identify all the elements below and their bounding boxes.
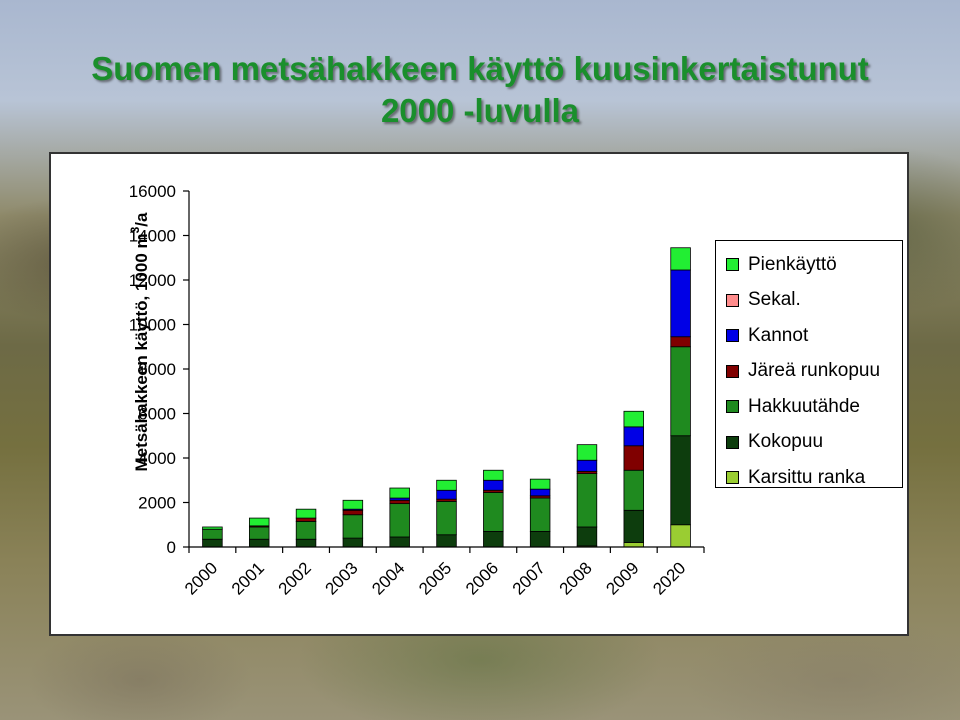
title-line-1: Suomen metsähakkeen käyttö kuusinkertais… xyxy=(91,50,869,87)
x-tick-label: 2001 xyxy=(228,558,268,598)
y-axis-title-suffix: /a xyxy=(132,212,151,227)
legend-item: Kannot xyxy=(726,318,902,354)
bar-segment-pienkäyttö-2007 xyxy=(529,478,551,490)
title-line-2: 2000 -luvulla xyxy=(380,92,580,129)
bar-segment-kokopuu-2009 xyxy=(623,509,645,543)
bar-segment-kokopuu-2004 xyxy=(389,536,410,548)
bar-segment-pienkäyttö-2005 xyxy=(436,479,457,491)
x-tick-label: 2008 xyxy=(556,558,596,598)
bar-segment-pienkäyttö-2009 xyxy=(623,410,645,428)
legend-swatch xyxy=(726,471,739,485)
bar-segment-pienkäyttö-2008 xyxy=(576,444,598,461)
legend-swatch xyxy=(726,293,739,307)
legend-swatch xyxy=(726,258,739,272)
legend-label: Pienkäyttö xyxy=(748,253,837,275)
y-tick-label: 14000 xyxy=(129,227,176,246)
bar-segment-hakkuutähde-2002 xyxy=(295,521,317,540)
y-axis-title-main: Metsähakkeen käyttö, 1000 m xyxy=(132,233,151,471)
bar-segment-hakkuutähde-2008 xyxy=(576,473,598,528)
x-tick-label: 2020 xyxy=(649,558,689,598)
legend-item: Pienkäyttö xyxy=(726,247,902,283)
y-tick-label: 2000 xyxy=(138,494,176,513)
x-tick-label: 2000 xyxy=(181,558,221,598)
bar-segment-järeä-runkopuu-2002 xyxy=(295,517,317,522)
legend-item: Järeä runkopuu xyxy=(726,354,902,390)
bar-segment-hakkuutähde-2000 xyxy=(202,528,223,540)
y-axis-title: Metsähakkeen käyttö, 1000 m3/a xyxy=(128,212,151,472)
legend-label: Hakkuutähde xyxy=(748,395,860,417)
bar-segment-karsittu-ranka-2020 xyxy=(670,524,691,548)
bar-segment-kokopuu-2001 xyxy=(248,538,270,548)
bar-segment-hakkuutähde-2007 xyxy=(529,497,551,532)
bar-segment-järeä-runkopuu-2004 xyxy=(389,499,410,505)
bar-segment-kokopuu-2000 xyxy=(202,538,223,548)
bar-segment-kokopuu-2008 xyxy=(576,526,598,547)
bar-segment-kokopuu-2005 xyxy=(436,534,457,548)
bar-segment-hakkuutähde-2003 xyxy=(342,514,364,539)
y-tick-label: 16000 xyxy=(129,182,176,201)
y-tick-label: 4000 xyxy=(138,449,176,468)
bar-segment-järeä-runkopuu-2009 xyxy=(623,445,645,471)
slide-title: Suomen metsähakkeen käyttö kuusinkertais… xyxy=(0,48,960,132)
y-tick-label: 8000 xyxy=(138,360,176,379)
bar-segment-järeä-runkopuu-2003 xyxy=(342,509,364,516)
y-axis-title-sup: 3 xyxy=(128,226,142,233)
y-tick-label: 12000 xyxy=(129,271,176,290)
x-tick-label: 2004 xyxy=(368,558,408,598)
legend-label: Järeä runkopuu xyxy=(748,360,881,382)
legend-item: Hakkuutähde xyxy=(726,389,902,425)
bar-segment-pienkäyttö-2004 xyxy=(389,487,410,499)
y-tick-label: 10000 xyxy=(129,316,176,335)
legend-swatch xyxy=(726,364,739,378)
bar-segment-hakkuutähde-2001 xyxy=(248,526,270,540)
bar-segment-kannot-2005 xyxy=(436,489,457,500)
legend-swatch xyxy=(726,435,739,449)
bar-segment-hakkuutähde-2006 xyxy=(483,492,504,532)
bar-segment-pienkäyttö-2001 xyxy=(248,517,270,527)
x-tick-label: 2003 xyxy=(322,558,362,598)
bar-segment-kokopuu-2020 xyxy=(670,435,691,526)
x-tick-label: 2006 xyxy=(462,558,502,598)
bar-segment-karsittu-ranka-2009 xyxy=(623,542,645,548)
bar-segment-pienkäyttö-2003 xyxy=(342,499,364,510)
bar-segment-kannot-2007 xyxy=(529,488,551,497)
chart-legend: Pienkäyttö Sekal. Kannot Järeä runkopuu Hakk… xyxy=(715,240,903,488)
bar-segment-kannot-2020 xyxy=(670,269,691,338)
legend-item: Karsittu ranka xyxy=(726,460,902,496)
x-tick-label: 2009 xyxy=(602,558,642,598)
bar-segment-hakkuutähde-2004 xyxy=(389,503,410,538)
legend-item: Sekal. xyxy=(726,283,902,319)
bar-segment-kokopuu-2007 xyxy=(529,531,551,548)
legend-item: Kokopuu xyxy=(726,425,902,461)
bar-segment-kannot-2006 xyxy=(483,479,504,491)
legend-label: Kannot xyxy=(748,324,809,346)
legend-swatch xyxy=(726,400,739,414)
legend-label: Karsittu ranka xyxy=(748,466,866,488)
bar-segment-kannot-2009 xyxy=(623,426,645,447)
bar-segment-hakkuutähde-2020 xyxy=(670,346,691,437)
bar-segment-kokopuu-2002 xyxy=(295,538,317,548)
x-tick-label: 2002 xyxy=(275,558,315,598)
bar-segment-järeä-runkopuu-2020 xyxy=(670,336,691,348)
y-tick-label: 6000 xyxy=(138,405,176,424)
legend-label: Kokopuu xyxy=(748,431,824,453)
x-tick-label: 2007 xyxy=(509,558,549,598)
bar-segment-pienkäyttö-2006 xyxy=(483,469,504,481)
y-tick-label: 0 xyxy=(167,538,176,557)
bar-segment-pienkäyttö-2000 xyxy=(202,526,223,530)
bar-segment-pienkäyttö-2002 xyxy=(295,508,317,519)
bar-segment-hakkuutähde-2005 xyxy=(436,500,457,536)
stacked-bar-chart: Metsähakkeen käyttö, 1000 m3/a 0 2000 4000… xyxy=(128,182,705,599)
bar-segment-hakkuutähde-2009 xyxy=(623,469,645,511)
legend-swatch xyxy=(726,329,739,343)
legend-label: Sekal. xyxy=(748,289,801,311)
bar-segment-kannot-2008 xyxy=(576,459,598,472)
bar-segment-kokopuu-2006 xyxy=(483,531,504,548)
x-tick-label: 2005 xyxy=(415,558,455,598)
bar-segment-kokopuu-2003 xyxy=(342,537,364,548)
bar-segment-pienkäyttö-2020 xyxy=(670,247,691,271)
